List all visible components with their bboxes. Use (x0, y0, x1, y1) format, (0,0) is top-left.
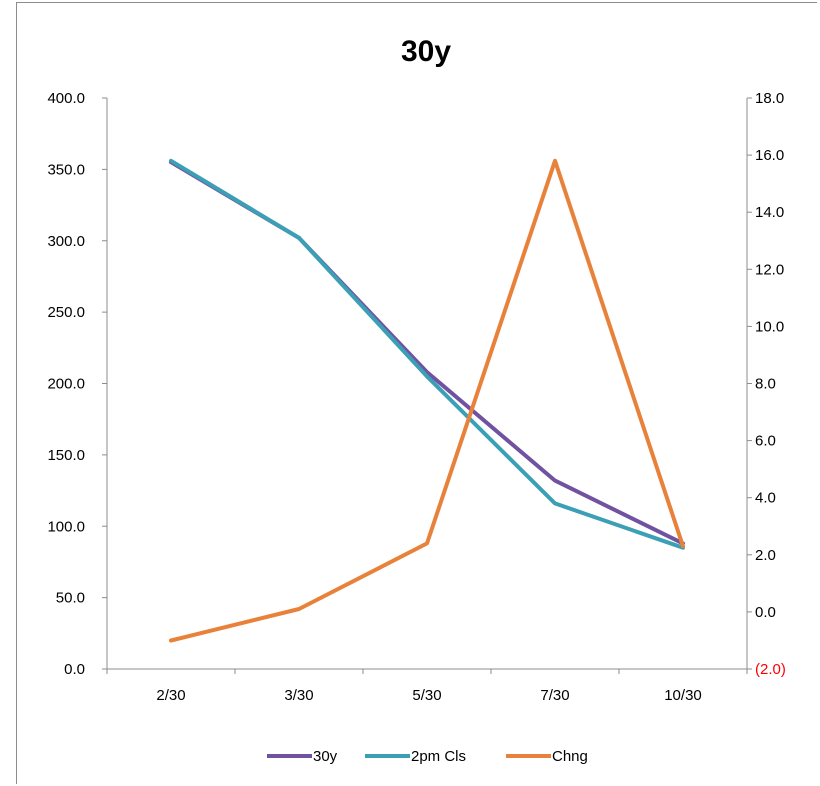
y-right-tick-label: 12.0 (755, 261, 784, 278)
x-tick-label: 5/30 (412, 687, 441, 704)
legend-label: 30y (313, 748, 338, 765)
y-left-tick-label: 100.0 (47, 518, 85, 535)
y-right-tick-label: 16.0 (755, 147, 784, 164)
x-tick-label: 3/30 (284, 687, 313, 704)
series-lines (169, 158, 685, 643)
x-tick-label: 2/30 (156, 687, 185, 704)
y-left-tick-label: 0.0 (64, 661, 85, 678)
y-right-tick-label: 14.0 (755, 204, 784, 221)
y-right-tick-label: 0.0 (755, 604, 776, 621)
y-left-tick-label: 200.0 (47, 376, 85, 393)
legend: 30y 2pm Cls Chng (267, 748, 588, 765)
y-left-tick-label: 300.0 (47, 233, 85, 250)
y-left-tick-label: 400.0 (47, 90, 85, 107)
axes: 0.0 50.0 100.0 150.0 200.0 250.0 300.0 350.0 400… (47, 90, 785, 704)
y-right-tick-label: 8.0 (755, 376, 776, 393)
y-right-tick-label: 4.0 (755, 490, 776, 507)
x-tick-label: 10/30 (664, 687, 702, 704)
series-line-0 (169, 160, 685, 546)
y-right-tick-label: 2.0 (755, 547, 776, 564)
y-right-tick-label: (2.0) (755, 661, 786, 678)
y-left-tick-label: 250.0 (47, 304, 85, 321)
chart-title: 30y (401, 35, 451, 68)
legend-label: Chng (552, 748, 588, 765)
series-line-2 (169, 158, 685, 643)
x-tick-label: 7/30 (540, 687, 569, 704)
y-right-tick-label: 10.0 (755, 318, 784, 335)
y-left-tick-label: 350.0 (47, 161, 85, 178)
y-left-tick-label: 150.0 (47, 447, 85, 464)
y-right-tick-label: 18.0 (755, 90, 784, 107)
y-right-tick-label: 6.0 (755, 433, 776, 450)
chart-frame (16, 2, 817, 784)
legend-label: 2pm Cls (411, 748, 466, 765)
series-line-1 (169, 158, 685, 550)
y-left-tick-label: 50.0 (56, 590, 85, 607)
